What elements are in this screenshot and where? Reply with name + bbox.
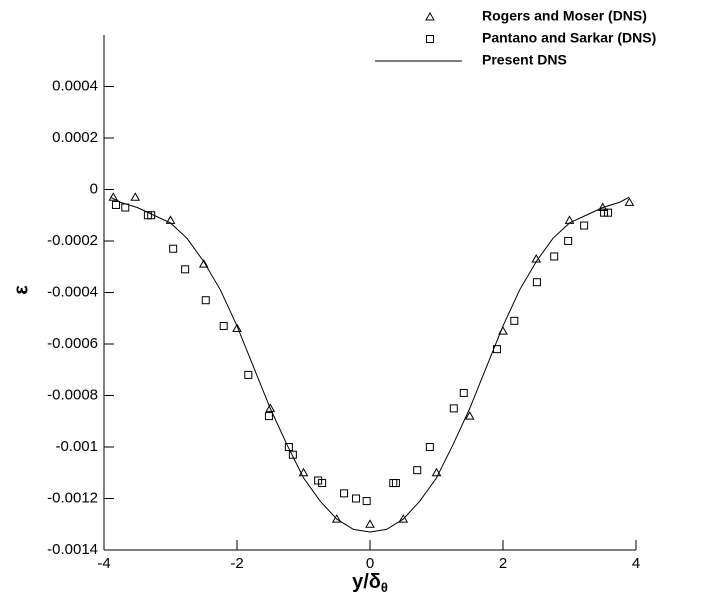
triangle-marker — [331, 514, 342, 523]
x-axis-label-main: y/δ — [352, 571, 381, 593]
square-marker — [459, 388, 468, 397]
legend-label: Pantano and Sarkar (DNS) — [482, 30, 656, 46]
square-marker — [550, 252, 559, 261]
triangle-marker — [564, 215, 575, 224]
triangle-marker — [365, 519, 375, 528]
y-tick-label: -0.001 — [55, 438, 98, 455]
square-marker — [564, 237, 573, 245]
square-marker — [264, 412, 273, 421]
y-axis-label: ε — [10, 285, 32, 295]
square-marker — [340, 489, 349, 498]
x-tick-label: 2 — [499, 555, 507, 572]
square-marker — [244, 370, 253, 379]
square-marker — [389, 479, 398, 488]
x-tick-label: 4 — [632, 555, 640, 572]
y-tick-label: -0.0014 — [47, 541, 98, 558]
y-tick-label: 0.0004 — [52, 77, 98, 94]
x-tick-label: 0 — [366, 555, 374, 572]
square-marker — [362, 497, 371, 506]
x-axis-label: y/δθ — [352, 571, 388, 595]
legend-label: Present DNS — [482, 52, 567, 68]
legend-label: Rogers and Moser (DNS) — [482, 8, 647, 24]
square-marker — [449, 404, 458, 413]
y-tick-label: -0.0002 — [47, 232, 98, 249]
square-marker — [352, 494, 361, 503]
y-tick-label: 0 — [90, 180, 98, 197]
triangle-marker — [431, 467, 442, 477]
square-marker — [413, 466, 422, 475]
line — [110, 196, 630, 533]
square-marker — [288, 450, 297, 459]
triangle-marker — [464, 411, 475, 420]
triangle-marker — [298, 467, 309, 477]
square-marker — [510, 316, 519, 325]
square-marker — [219, 321, 228, 330]
square-marker — [181, 265, 190, 274]
y-tick-label: -0.0004 — [47, 283, 98, 300]
y-tick-label: -0.0008 — [47, 386, 98, 403]
y-tick-label: 0.0002 — [52, 129, 98, 146]
square-marker — [580, 221, 589, 230]
triangle-marker — [108, 192, 119, 201]
triangle-marker — [425, 11, 435, 21]
y-tick-label: -0.0012 — [47, 489, 98, 506]
triangle-marker — [198, 259, 209, 268]
triangle-marker — [165, 215, 176, 224]
triangle-marker — [398, 514, 409, 523]
triangle-marker — [624, 197, 635, 206]
square-marker — [169, 244, 178, 253]
triangle-marker — [130, 192, 141, 201]
x-tick-label: -4 — [97, 555, 110, 572]
triangle-marker — [232, 323, 242, 333]
square-marker — [284, 443, 293, 451]
square-marker — [391, 479, 400, 488]
x-axis-label-sub: θ — [381, 580, 388, 595]
square-marker — [425, 443, 434, 451]
square-marker — [111, 200, 120, 209]
x-tick-label: -2 — [230, 555, 243, 572]
square-marker — [426, 35, 434, 43]
y-tick-label: -0.0006 — [47, 335, 98, 352]
square-marker — [604, 208, 613, 217]
triangle-marker — [265, 403, 276, 412]
square-marker — [532, 278, 541, 287]
square-marker — [318, 479, 327, 488]
square-marker — [201, 296, 210, 305]
